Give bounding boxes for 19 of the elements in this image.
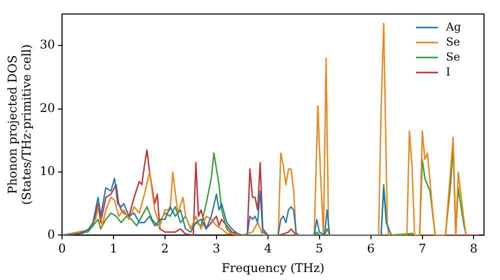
x-tick-label: 4	[264, 242, 272, 256]
x-tick-label: 5	[316, 242, 324, 256]
y-tick-label: 20	[40, 100, 56, 115]
x-tick-label: 1	[110, 242, 118, 256]
legend-label: Se	[446, 35, 460, 48]
x-tick-label: 0	[58, 242, 66, 256]
y-tick-label: 10	[40, 164, 56, 178]
y-axis-title: Phonon projected DOS (States/THz·primitive cell)	[5, 44, 34, 205]
x-tick-label: 3	[212, 242, 220, 256]
x-axis-title: Frequency (THz)	[222, 260, 324, 275]
x-tick-label: 7	[418, 242, 426, 256]
y-tick-label: 0	[47, 227, 56, 242]
legend-label: Se	[446, 50, 460, 64]
y-tick-label: 30	[40, 38, 56, 52]
x-tick-label: 2	[161, 242, 169, 256]
legend-label: I	[446, 65, 450, 78]
x-tick-label: 6	[366, 242, 375, 256]
x-tick-label: 8	[470, 242, 478, 256]
legend-label: Ag	[445, 20, 461, 34]
